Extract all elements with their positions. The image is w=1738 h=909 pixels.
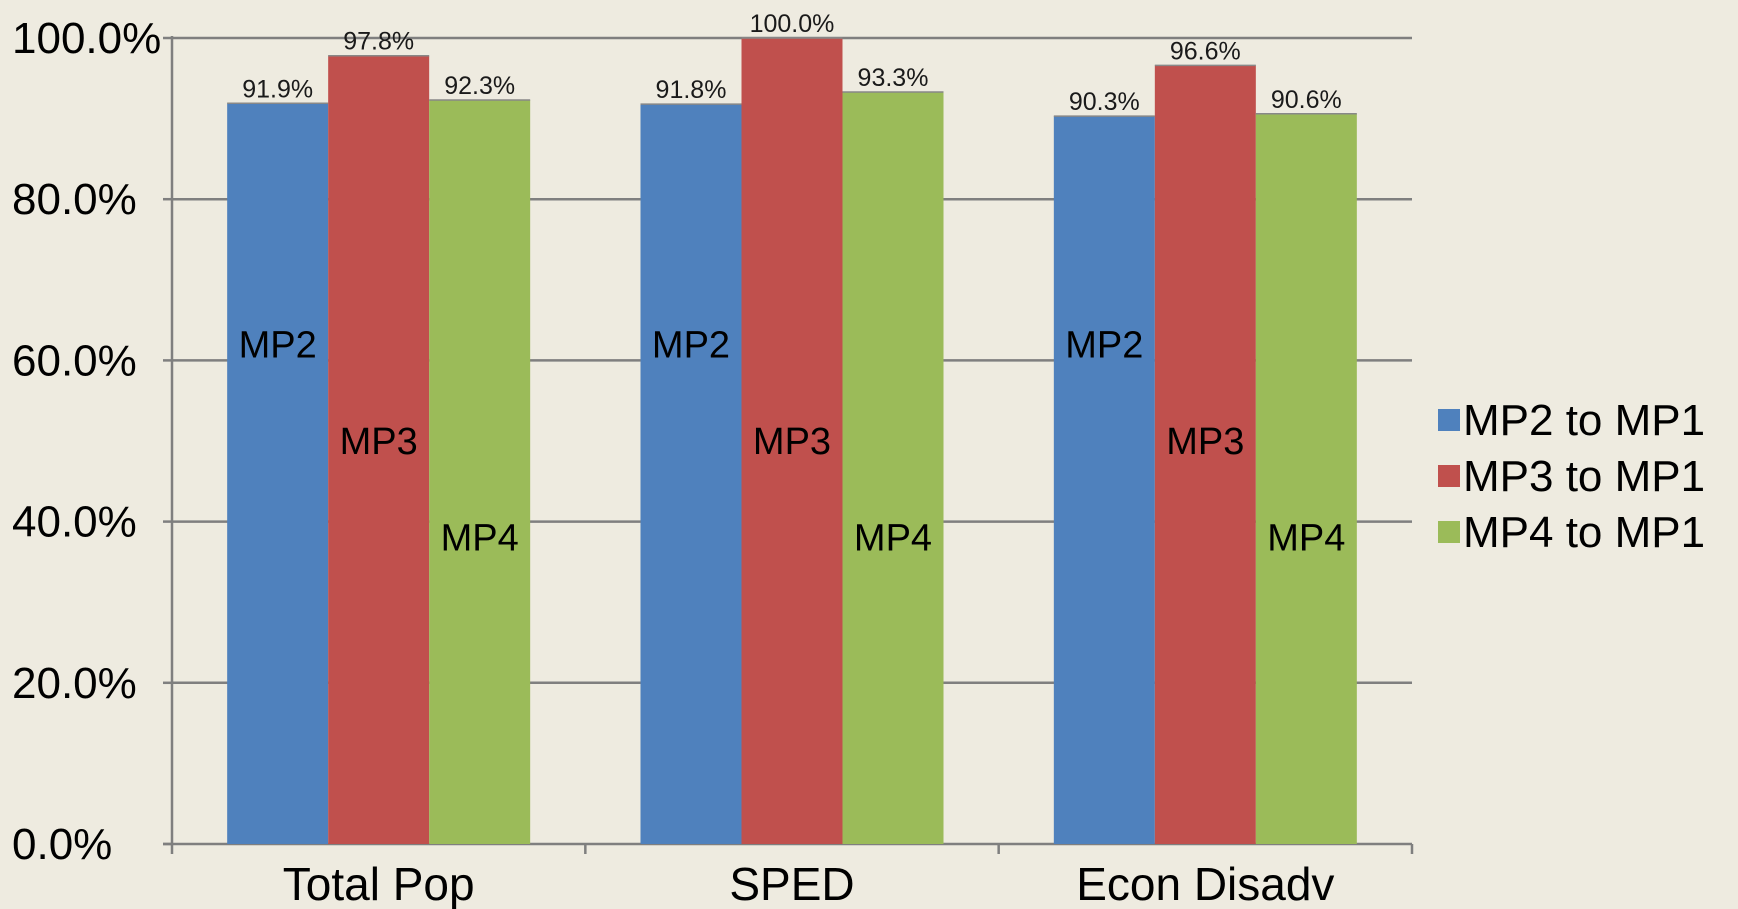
legend: MP2 to MP1 MP3 to MP1 MP4 to MP1 (1438, 396, 1705, 557)
data-label: 91.9% (242, 75, 313, 103)
y-tick-label: 40.0% (12, 498, 137, 547)
legend-label: MP2 to MP1 (1463, 396, 1705, 445)
data-label: 93.3% (858, 64, 929, 92)
x-tick-label: Econ Disadv (1076, 858, 1334, 909)
bar (227, 103, 329, 844)
data-label: 91.8% (656, 76, 727, 104)
bar-series-label: MP2 (239, 324, 317, 366)
y-tick-label: 20.0% (12, 659, 137, 708)
bar (842, 92, 944, 844)
bar-series-label: MP3 (1166, 421, 1244, 463)
y-tick-label: 0.0% (12, 820, 112, 869)
bar (328, 55, 430, 845)
data-label: 90.3% (1069, 88, 1140, 116)
bar-series-label: MP4 (441, 518, 519, 560)
y-tick-label: 80.0% (12, 175, 137, 224)
bar-series-label: MP4 (1267, 518, 1345, 560)
bar-series-label: MP2 (1065, 324, 1143, 366)
bar-series-label: MP3 (753, 421, 831, 463)
bars (227, 37, 1357, 845)
bar (1255, 113, 1357, 845)
legend-swatch (1438, 521, 1460, 543)
bar (1053, 116, 1155, 844)
data-label: 97.8% (343, 28, 414, 56)
y-tick-label: 100.0% (12, 14, 161, 63)
bar-series-label: MP2 (652, 324, 730, 366)
x-tick-label: SPED (729, 858, 854, 909)
legend-swatch (1438, 465, 1460, 487)
bar-series-label: MP4 (854, 518, 932, 560)
data-label: 96.6% (1170, 37, 1241, 65)
bar-series-label: MP3 (340, 421, 418, 463)
y-tick-label: 60.0% (12, 336, 137, 385)
data-label: 90.6% (1271, 86, 1342, 114)
bar (1154, 65, 1256, 845)
data-labels: 91.9% MP2 97.8% MP3 92.3% MP4 91.8% MP2 100.0% MP… (239, 10, 1346, 560)
bar (741, 38, 843, 844)
legend-label: MP3 to MP1 (1463, 452, 1705, 501)
legend-label: MP4 to MP1 (1463, 508, 1705, 557)
bar (429, 100, 531, 844)
x-tick-label: Total Pop (283, 858, 475, 909)
bar (640, 104, 742, 845)
data-label: 92.3% (444, 72, 515, 100)
legend-swatch (1438, 409, 1460, 431)
data-label: 100.0% (750, 10, 835, 38)
